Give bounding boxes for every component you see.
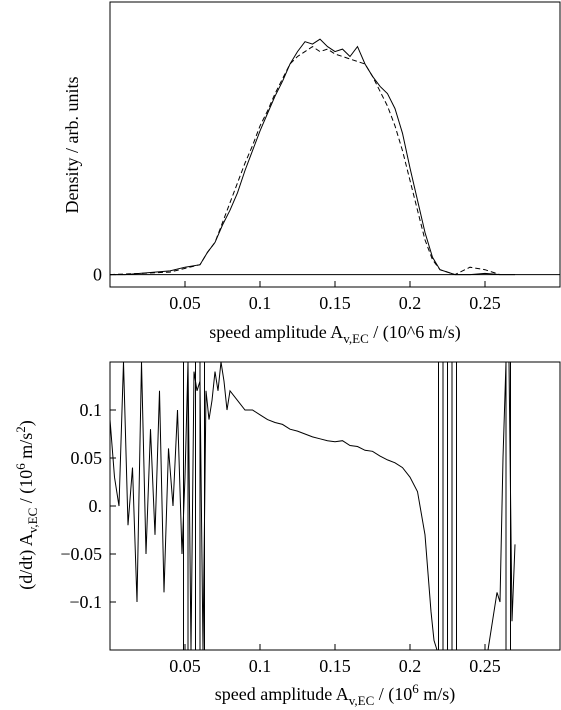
top-x-tick-label: 0.15 [319,293,351,313]
bottom-y-tick-label: 0. [89,496,103,516]
bottom-x-tick-label: 0.25 [469,656,501,676]
bottom-x-tick-label: 0.1 [249,656,272,676]
bottom-y-tick-label: −0.1 [69,592,102,612]
bottom-x-ticks: 0.05 0.1 0.15 0.2 0.25 [169,644,501,676]
bottom-series-group [110,362,516,650]
top-series-dashed-line [110,45,501,276]
top-x-tick-label: 0.25 [469,293,501,313]
bottom-y-tick-label: −0.05 [60,544,102,564]
top-x-tick-label: 0.05 [169,293,201,313]
top-x-ticks: 0.05 0.1 0.15 0.2 0.25 [169,281,501,313]
bottom-y-tick-label: 0.05 [71,448,103,468]
bottom-x-tick-label: 0.05 [169,656,201,676]
top-series-group [110,38,515,276]
top-y-tick-label: 0 [93,265,102,285]
top-series-solid-line [110,38,515,276]
bottom-series-solid-line [110,362,438,650]
top-x-tick-label: 0.1 [249,293,272,313]
top-x-tick-label: 0.2 [399,293,422,313]
bottom-plot-frame [109,361,561,651]
bottom-y-ticks: −0.1 −0.05 0. 0.05 0.1 [60,400,116,612]
top-y-axis-label: Density / arb. units [62,77,82,214]
bottom-x-axis-label: speed amplitude Av,EC / (106 m/s) [215,681,456,708]
top-x-axis-label: speed amplitude Av,EC / (10^6 m/s) [209,322,460,346]
bottom-panel: 0.05 0.1 0.15 0.2 0.25 −0.1 −0.05 0. 0.05 0.1 sp… [13,361,561,708]
top-panel: 0.05 0.1 0.15 0.2 0.25 0 speed amplitude Av,… [62,1,561,346]
bottom-y-axis-label: (d/dt) Av,EC / (106 m/s2) [13,420,40,590]
bottom-y-tick-label: 0.1 [80,400,103,420]
bottom-x-tick-label: 0.15 [319,656,351,676]
bottom-x-tick-label: 0.2 [399,656,422,676]
top-plot-frame [109,1,561,288]
